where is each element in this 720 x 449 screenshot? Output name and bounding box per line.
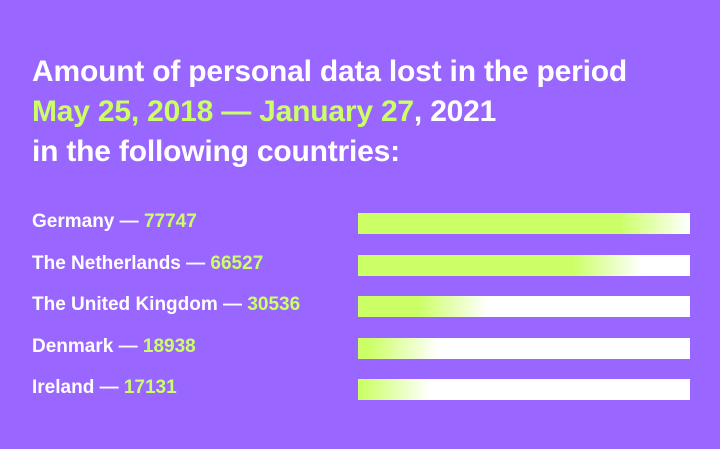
bar [358,379,432,400]
title-year: , 2021 [413,95,497,128]
bar-label-0: Germany — 77747 [32,211,197,233]
country-name: The United Kingdom — [32,294,248,315]
bar-track [358,213,690,234]
chart-title: Amount of personal data lost in the peri… [32,52,627,172]
bar [358,296,489,317]
data-value-label: 17131 [123,377,177,398]
data-value-label: 30536 [247,294,301,315]
country-name: Germany — [32,211,144,232]
bar-track [358,296,690,317]
data-value-label: 18938 [142,335,196,357]
bar-label-4: Ireland — 17131 [32,377,177,399]
title-line-1: Amount of personal data lost in the peri… [32,55,627,88]
bar-label-1: The Netherlands — 66527 [32,253,263,275]
title-date-range: May 25, 2018 — January 27 [32,95,414,128]
country-name: The Netherlands — [32,252,211,274]
bar-track [358,254,690,276]
country-name: Ireland — [32,377,124,398]
bar [358,213,690,234]
data-value-label: 66527 [210,252,264,274]
title-line-3: in the following countries: [32,135,400,168]
bar-label-3: Denmark — 18938 [32,336,196,358]
bar [358,337,439,359]
title-line-2: May 25, 2018 — January 27, 2021 [32,92,627,132]
data-value-label: 77747 [143,211,197,232]
bar-label-2: The United Kingdom — 30536 [32,294,300,316]
country-name: Denmark — [32,335,143,357]
bar-track [358,337,690,359]
bar-track [358,379,690,400]
bar [358,254,643,276]
